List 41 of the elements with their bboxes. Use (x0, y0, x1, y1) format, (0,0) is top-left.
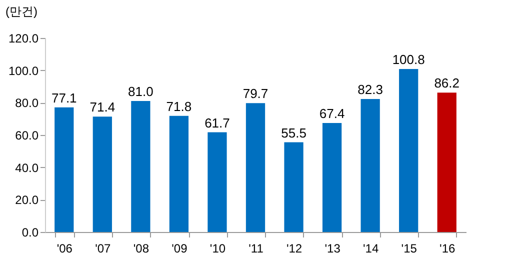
y-tick-label: 60.0 (15, 128, 39, 142)
bar (169, 116, 189, 232)
y-tick-label: 100.0 (8, 64, 39, 78)
bar (399, 69, 418, 232)
bar (437, 92, 456, 232)
bar (322, 123, 342, 232)
bar (54, 107, 74, 232)
x-tick-label: '09 (172, 242, 188, 256)
data-label: 79.7 (242, 86, 268, 102)
data-label: 81.0 (128, 84, 154, 100)
data-label: 100.8 (392, 52, 425, 68)
bar (208, 132, 227, 232)
y-tick-label: 120.0 (8, 32, 39, 46)
bar (246, 103, 266, 232)
x-tick-label: '13 (324, 242, 341, 256)
x-tick-label: '12 (286, 242, 302, 256)
x-tick-label: '15 (401, 242, 418, 256)
bar (284, 142, 304, 232)
bar (360, 98, 380, 232)
y-axis-title: (만건) (6, 4, 38, 18)
x-tick-label: '08 (133, 242, 150, 256)
x-tick-label: '11 (248, 242, 264, 256)
y-tick-label: 40.0 (15, 160, 39, 175)
x-tick-label: '14 (363, 242, 379, 256)
x-tick-label: '10 (210, 242, 226, 256)
y-tick-label: 0.0 (22, 226, 39, 240)
data-label: 71.4 (90, 100, 116, 115)
data-label: 77.1 (51, 90, 77, 106)
bar (92, 116, 112, 232)
x-tick-label: '07 (95, 242, 112, 256)
data-label: 55.5 (281, 125, 306, 140)
x-tick-label: '06 (56, 242, 73, 256)
data-label: 67.4 (319, 106, 345, 122)
data-label: 71.8 (166, 98, 192, 114)
x-tick-label: '16 (440, 242, 456, 256)
data-label: 86.2 (434, 76, 460, 91)
data-label: 82.3 (358, 82, 383, 97)
bar (131, 101, 150, 232)
y-tick-label: 20.0 (15, 193, 39, 208)
y-tick-label: 80.0 (15, 96, 39, 110)
data-label: 61.7 (204, 115, 230, 130)
